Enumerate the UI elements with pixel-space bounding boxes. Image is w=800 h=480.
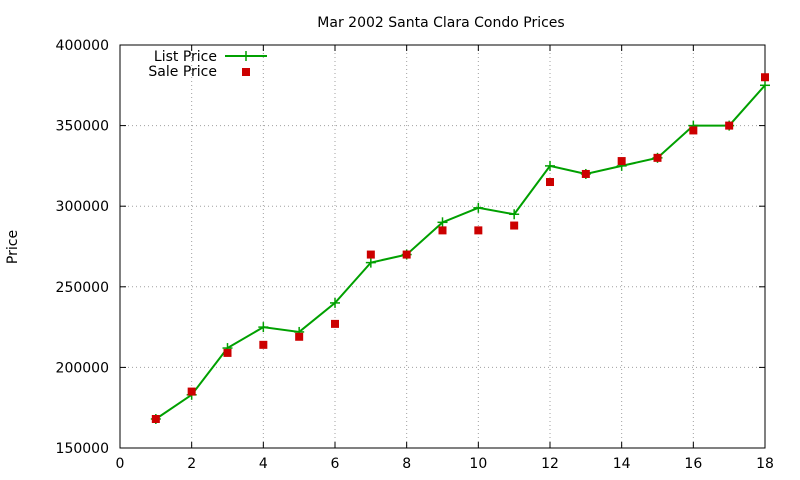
- chart-title: Mar 2002 Santa Clara Condo Prices: [317, 15, 564, 31]
- sale-price-point: [617, 157, 626, 166]
- sale-price-point: [259, 340, 268, 349]
- list-price-point: [760, 80, 770, 91]
- x-tick-label: 8: [402, 456, 411, 472]
- sale-price-point: [331, 319, 339, 328]
- x-tick-label: 0: [116, 456, 125, 472]
- sale-price-point: [689, 126, 698, 135]
- grid-layer: [120, 45, 765, 448]
- x-tick-label: 6: [331, 456, 340, 472]
- x-tick-label: 2: [187, 456, 196, 472]
- sale-price-point: [366, 250, 375, 259]
- y-tick-label: 400000: [56, 38, 109, 54]
- list-price-line: [155, 84, 766, 420]
- sale-price-point: [438, 226, 447, 235]
- sale-price-point: [402, 250, 411, 259]
- sale-price-point: [295, 332, 304, 341]
- y-tick-label: 350000: [56, 119, 109, 135]
- list-price-point: [330, 297, 340, 308]
- axes-layer: 0 2 4 6 8 10 12 14 16 18 150000 200000 250000 300000 3…: [56, 38, 774, 472]
- sale-price-point: [725, 121, 734, 130]
- list-price-point: [437, 217, 448, 228]
- x-tick-label: 4: [259, 456, 268, 472]
- x-tick-label: 10: [469, 456, 487, 472]
- x-tick-label: 12: [541, 456, 559, 472]
- y-tick-label: 200000: [56, 360, 109, 376]
- sale-price-point: [581, 169, 590, 178]
- x-tick-label: 16: [684, 456, 702, 472]
- legend-marker-sale-price: [242, 68, 250, 76]
- list-price-point: [509, 209, 520, 220]
- sale-price-point: [474, 226, 483, 235]
- list-price-point: [258, 322, 269, 333]
- list-price-point: [545, 160, 555, 171]
- plot-frame: [119, 44, 766, 449]
- sale-price-point: [510, 221, 519, 230]
- sale-price-point: [187, 387, 196, 396]
- sale-price-point: [761, 73, 769, 82]
- y-axis-label: Price: [5, 230, 21, 264]
- x-tick-label: 18: [756, 456, 774, 472]
- list-price-point: [473, 202, 484, 213]
- x-tick-label: 14: [613, 456, 631, 472]
- y-tick-label: 300000: [56, 199, 109, 215]
- legend-label-list-price: List Price: [154, 49, 217, 65]
- y-tick-label: 250000: [56, 280, 109, 296]
- series-layer: [150, 73, 770, 424]
- legend-label-sale-price: Sale Price: [148, 64, 217, 80]
- legend-marker-list-price: [241, 51, 251, 61]
- y-tick-label: 150000: [56, 441, 109, 457]
- sale-price-point: [653, 153, 662, 162]
- list-price-point: [365, 257, 376, 268]
- sale-price-point: [546, 178, 554, 187]
- sale-price-point: [223, 348, 232, 357]
- sale-price-point: [151, 414, 160, 423]
